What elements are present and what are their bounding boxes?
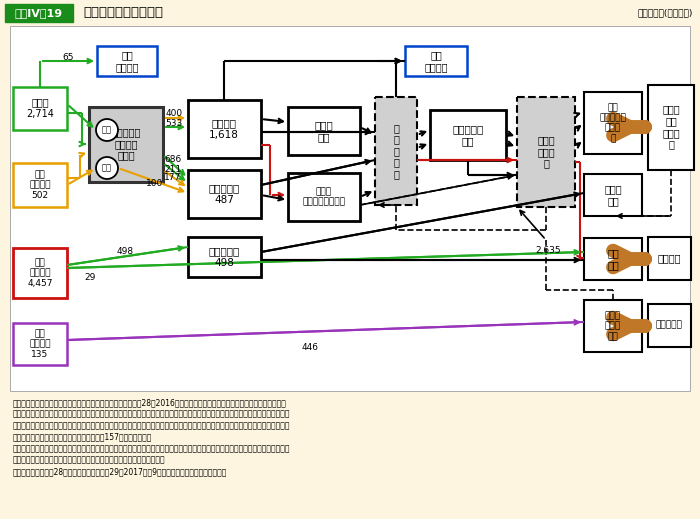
Text: 686: 686 bbox=[164, 156, 181, 165]
FancyBboxPatch shape bbox=[584, 300, 642, 352]
Text: 原木市売市場との間で事前に取り決めた素材の数量、造材方法等に基づき、市場の土場を経由せず、伐採現場や中間土場から直: 原木市売市場との間で事前に取り決めた素材の数量、造材方法等に基づき、市場の土場を… bbox=[13, 421, 290, 430]
Text: 国産材
2,714: 国産材 2,714 bbox=[26, 97, 54, 119]
FancyBboxPatch shape bbox=[648, 304, 691, 347]
FancyBboxPatch shape bbox=[5, 4, 73, 22]
Text: 65: 65 bbox=[62, 53, 74, 62]
Text: その他
（木質ボード等）: その他 （木質ボード等） bbox=[302, 187, 346, 207]
Text: 合単板工場
487: 合単板工場 487 bbox=[209, 183, 239, 205]
Text: 533: 533 bbox=[165, 118, 183, 128]
Text: 177: 177 bbox=[164, 173, 181, 183]
Text: ３：点線の枠を通過する矢印には、これらを経由しない木材の流通も含まれる。また、その他の矢印には、木材販売業者等が介在す: ３：点線の枠を通過する矢印には、これらを経由しない木材の流通も含まれる。また、そ… bbox=[13, 444, 290, 453]
Text: 木材販
売業者
等: 木材販 売業者 等 bbox=[537, 135, 555, 169]
Text: 住宅・
公共
建築物
等: 住宅・ 公共 建築物 等 bbox=[662, 105, 680, 149]
FancyBboxPatch shape bbox=[584, 174, 642, 216]
Text: 輸入
（製品）
4,457: 輸入 （製品） 4,457 bbox=[27, 258, 52, 288]
Text: 直送: 直送 bbox=[102, 163, 112, 172]
FancyBboxPatch shape bbox=[517, 97, 575, 207]
Text: 輸入
（丸太）
502: 輸入 （丸太） 502 bbox=[29, 170, 50, 200]
Text: チップ
工場: チップ 工場 bbox=[604, 184, 622, 206]
Text: 住宅
メーカー・
工務店
等: 住宅 メーカー・ 工務店 等 bbox=[600, 103, 626, 143]
Text: 紙・板紙: 紙・板紙 bbox=[657, 253, 680, 263]
Text: 100: 100 bbox=[146, 180, 164, 188]
FancyBboxPatch shape bbox=[648, 237, 691, 280]
Text: チップ工場
498: チップ工場 498 bbox=[209, 246, 239, 268]
Text: 注１：主な加工・流通について図示。また、図中の数値は平成28（2016）年の数値で、統計上明らかなものを記載している。: 注１：主な加工・流通について図示。また、図中の数値は平成28（2016）年の数値… bbox=[13, 398, 287, 407]
Text: 輸入
（燃料）
135: 輸入 （燃料） 135 bbox=[29, 329, 50, 359]
FancyBboxPatch shape bbox=[584, 238, 642, 280]
Text: エネルギー: エネルギー bbox=[656, 321, 682, 330]
Text: 集成材
工場: 集成材 工場 bbox=[314, 120, 333, 142]
FancyBboxPatch shape bbox=[13, 87, 67, 130]
Text: 単位：万㎥(丸太換算): 単位：万㎥(丸太換算) bbox=[638, 8, 693, 18]
FancyBboxPatch shape bbox=[188, 170, 261, 218]
FancyBboxPatch shape bbox=[188, 237, 261, 277]
Text: 資料IV－19: 資料IV－19 bbox=[15, 8, 63, 18]
Text: 輸出
（製品）: 輸出 （製品） bbox=[424, 50, 448, 72]
Text: 資料：林野庁「平成28年木材需給表」（平成29（2017）年9月）等を基に林野庁企画課作成。: 資料：林野庁「平成28年木材需給表」（平成29（2017）年9月）等を基に林野庁… bbox=[13, 467, 228, 476]
Circle shape bbox=[96, 157, 118, 179]
Circle shape bbox=[96, 119, 118, 141]
FancyBboxPatch shape bbox=[584, 92, 642, 154]
Text: 400: 400 bbox=[165, 110, 183, 118]
FancyBboxPatch shape bbox=[375, 97, 417, 205]
Text: 446: 446 bbox=[302, 344, 318, 352]
Text: 29: 29 bbox=[84, 274, 96, 282]
FancyBboxPatch shape bbox=[13, 323, 67, 365]
FancyBboxPatch shape bbox=[288, 173, 360, 221]
Text: 498: 498 bbox=[116, 248, 134, 256]
FancyBboxPatch shape bbox=[188, 100, 261, 158]
Text: プレカット
工場: プレカット 工場 bbox=[452, 124, 484, 146]
Text: 輸出
（丸太）: 輸出 （丸太） bbox=[116, 50, 139, 72]
FancyBboxPatch shape bbox=[89, 107, 163, 182]
Text: 製紙
工場: 製紙 工場 bbox=[607, 248, 619, 270]
Text: 発電・
熱利用
施設: 発電・ 熱利用 施設 bbox=[605, 311, 621, 341]
Text: 木材加工・流通の概観: 木材加工・流通の概観 bbox=[83, 7, 163, 20]
Text: 製材工場
1,618: 製材工場 1,618 bbox=[209, 118, 239, 140]
FancyBboxPatch shape bbox=[97, 46, 157, 76]
FancyBboxPatch shape bbox=[13, 163, 67, 207]
FancyBboxPatch shape bbox=[10, 26, 690, 391]
Text: る場合が含まれる（ただし、「直送」を通過するものを除く。）。: る場合が含まれる（ただし、「直送」を通過するものを除く。）。 bbox=[13, 456, 166, 465]
Text: ２：「直送」を通過する矢印には、製材工場及び合単板工場が入荷した原木のうち、素材生産業者等から直接入荷した原木のほか、: ２：「直送」を通過する矢印には、製材工場及び合単板工場が入荷した原木のうち、素材… bbox=[13, 409, 290, 418]
Text: 接入荷した原木が含まれる。詳しくは157ページを参照。: 接入荷した原木が含まれる。詳しくは157ページを参照。 bbox=[13, 432, 153, 442]
FancyBboxPatch shape bbox=[288, 107, 360, 155]
Text: 2,635: 2,635 bbox=[536, 245, 561, 254]
FancyBboxPatch shape bbox=[13, 248, 67, 298]
Text: 直送: 直送 bbox=[102, 126, 112, 134]
Text: 211: 211 bbox=[164, 166, 181, 174]
FancyBboxPatch shape bbox=[648, 85, 694, 170]
FancyBboxPatch shape bbox=[430, 110, 506, 160]
Text: 原木市場・
木材販売
業者等: 原木市場・ 木材販売 業者等 bbox=[111, 127, 141, 160]
Text: 製
品
市
場
等: 製 品 市 場 等 bbox=[393, 123, 399, 179]
FancyBboxPatch shape bbox=[405, 46, 467, 76]
